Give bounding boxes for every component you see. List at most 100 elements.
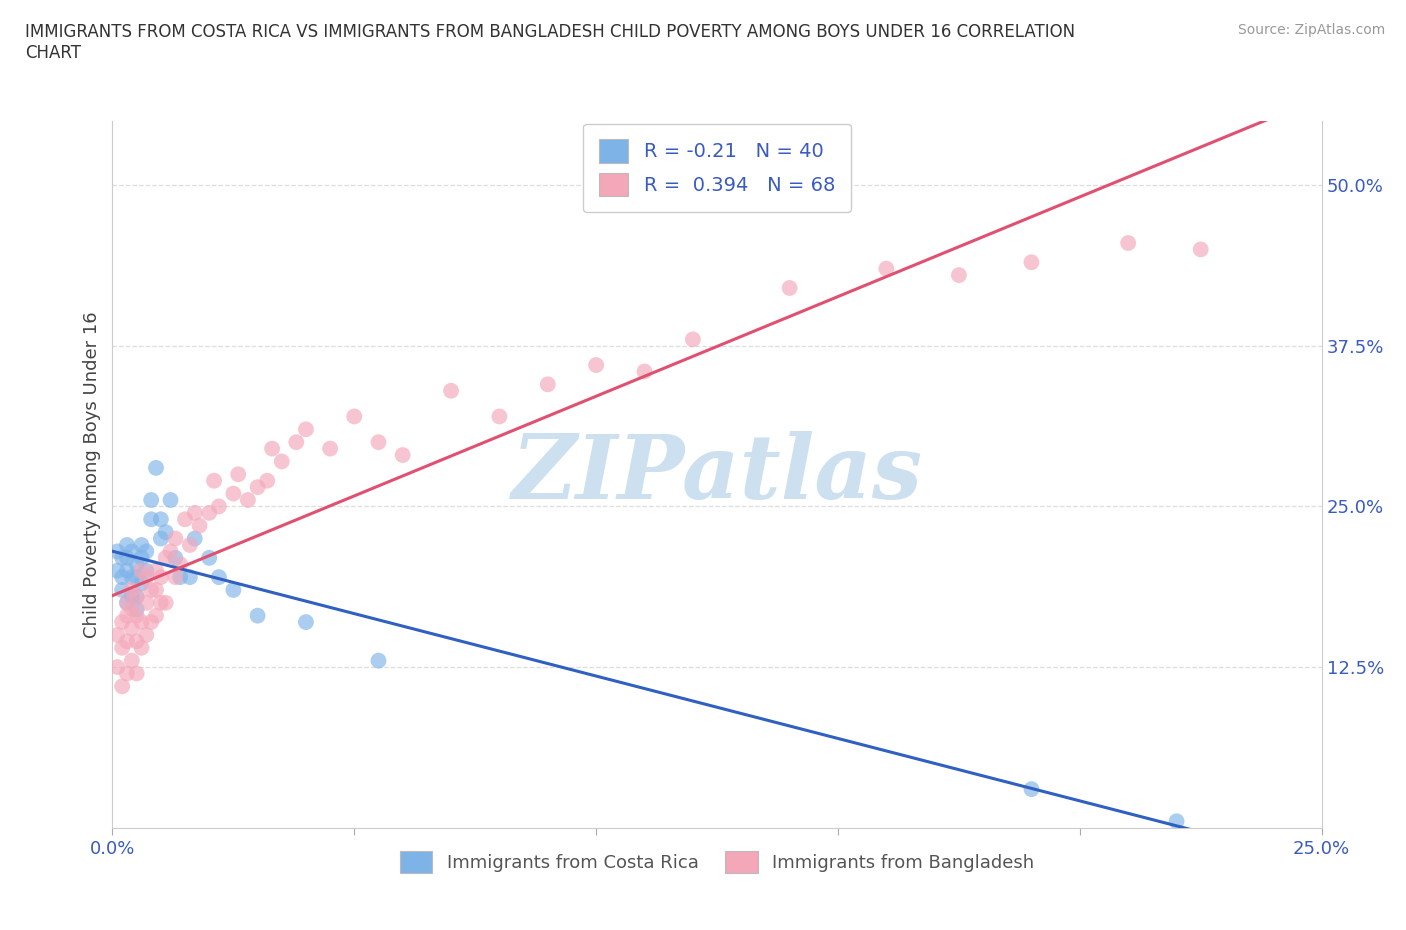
Point: [1116, 235, 1139, 250]
Point: [125, 634, 148, 649]
Point: [115, 538, 138, 552]
Point: [440, 383, 463, 398]
Point: [121, 589, 143, 604]
Point: [198, 505, 221, 520]
Point: [111, 641, 134, 656]
Point: [149, 512, 172, 526]
Point: [169, 557, 191, 572]
Point: [115, 666, 138, 681]
Point: [111, 582, 134, 597]
Point: [131, 576, 153, 591]
Point: [125, 608, 148, 623]
Point: [111, 570, 134, 585]
Point: [125, 666, 148, 681]
Point: [488, 409, 510, 424]
Point: [131, 551, 153, 565]
Text: IMMIGRANTS FROM COSTA RICA VS IMMIGRANTS FROM BANGLADESH CHILD POVERTY AMONG BOY: IMMIGRANTS FROM COSTA RICA VS IMMIGRANTS…: [25, 23, 1076, 62]
Point: [179, 538, 201, 552]
Point: [105, 544, 128, 559]
Point: [141, 582, 163, 597]
Point: [948, 268, 970, 283]
Point: [319, 441, 342, 456]
Point: [198, 551, 221, 565]
Point: [295, 615, 318, 630]
Point: [135, 544, 157, 559]
Text: Source: ZipAtlas.com: Source: ZipAtlas.com: [1237, 23, 1385, 37]
Point: [270, 454, 292, 469]
Point: [111, 679, 134, 694]
Point: [875, 261, 897, 276]
Point: [115, 608, 138, 623]
Point: [367, 653, 389, 668]
Point: [188, 518, 211, 533]
Point: [105, 628, 128, 643]
Point: [121, 602, 143, 617]
Point: [367, 434, 389, 449]
Point: [779, 281, 801, 296]
Point: [165, 570, 187, 585]
Point: [105, 659, 128, 674]
Text: ZIPatlas: ZIPatlas: [512, 431, 922, 518]
Point: [183, 531, 205, 546]
Point: [115, 595, 138, 610]
Point: [222, 582, 245, 597]
Point: [149, 595, 172, 610]
Point: [121, 570, 143, 585]
Point: [149, 531, 172, 546]
Point: [155, 525, 177, 539]
Point: [131, 564, 153, 578]
Point: [537, 377, 560, 392]
Point: [391, 447, 413, 462]
Point: [159, 493, 181, 508]
Point: [131, 615, 153, 630]
Point: [135, 570, 157, 585]
Point: [125, 570, 148, 585]
Point: [155, 551, 177, 565]
Point: [246, 608, 269, 623]
Point: [121, 653, 143, 668]
Point: [208, 570, 231, 585]
Legend: Immigrants from Costa Rica, Immigrants from Bangladesh: Immigrants from Costa Rica, Immigrants f…: [391, 843, 1043, 883]
Point: [174, 512, 197, 526]
Point: [135, 564, 157, 578]
Point: [165, 551, 187, 565]
Point: [165, 531, 187, 546]
Point: [633, 364, 655, 379]
Y-axis label: Child Poverty Among Boys Under 16: Child Poverty Among Boys Under 16: [83, 311, 101, 638]
Point: [135, 628, 157, 643]
Point: [1021, 255, 1043, 270]
Point: [121, 544, 143, 559]
Point: [125, 602, 148, 617]
Point: [343, 409, 366, 424]
Point: [125, 589, 148, 604]
Point: [141, 615, 163, 630]
Point: [1021, 782, 1043, 797]
Point: [285, 434, 308, 449]
Point: [295, 422, 318, 437]
Point: [222, 486, 245, 501]
Point: [256, 473, 278, 488]
Point: [149, 570, 172, 585]
Point: [135, 595, 157, 610]
Point: [111, 551, 134, 565]
Point: [141, 493, 163, 508]
Point: [121, 582, 143, 597]
Point: [183, 505, 205, 520]
Point: [226, 467, 249, 482]
Point: [155, 595, 177, 610]
Point: [125, 589, 148, 604]
Point: [262, 441, 284, 456]
Point: [145, 564, 167, 578]
Point: [111, 615, 134, 630]
Point: [105, 564, 128, 578]
Point: [131, 538, 153, 552]
Point: [145, 608, 167, 623]
Point: [208, 499, 231, 514]
Point: [145, 460, 167, 475]
Point: [1166, 814, 1188, 829]
Point: [682, 332, 704, 347]
Point: [246, 480, 269, 495]
Point: [115, 551, 138, 565]
Point: [202, 473, 225, 488]
Point: [115, 595, 138, 610]
